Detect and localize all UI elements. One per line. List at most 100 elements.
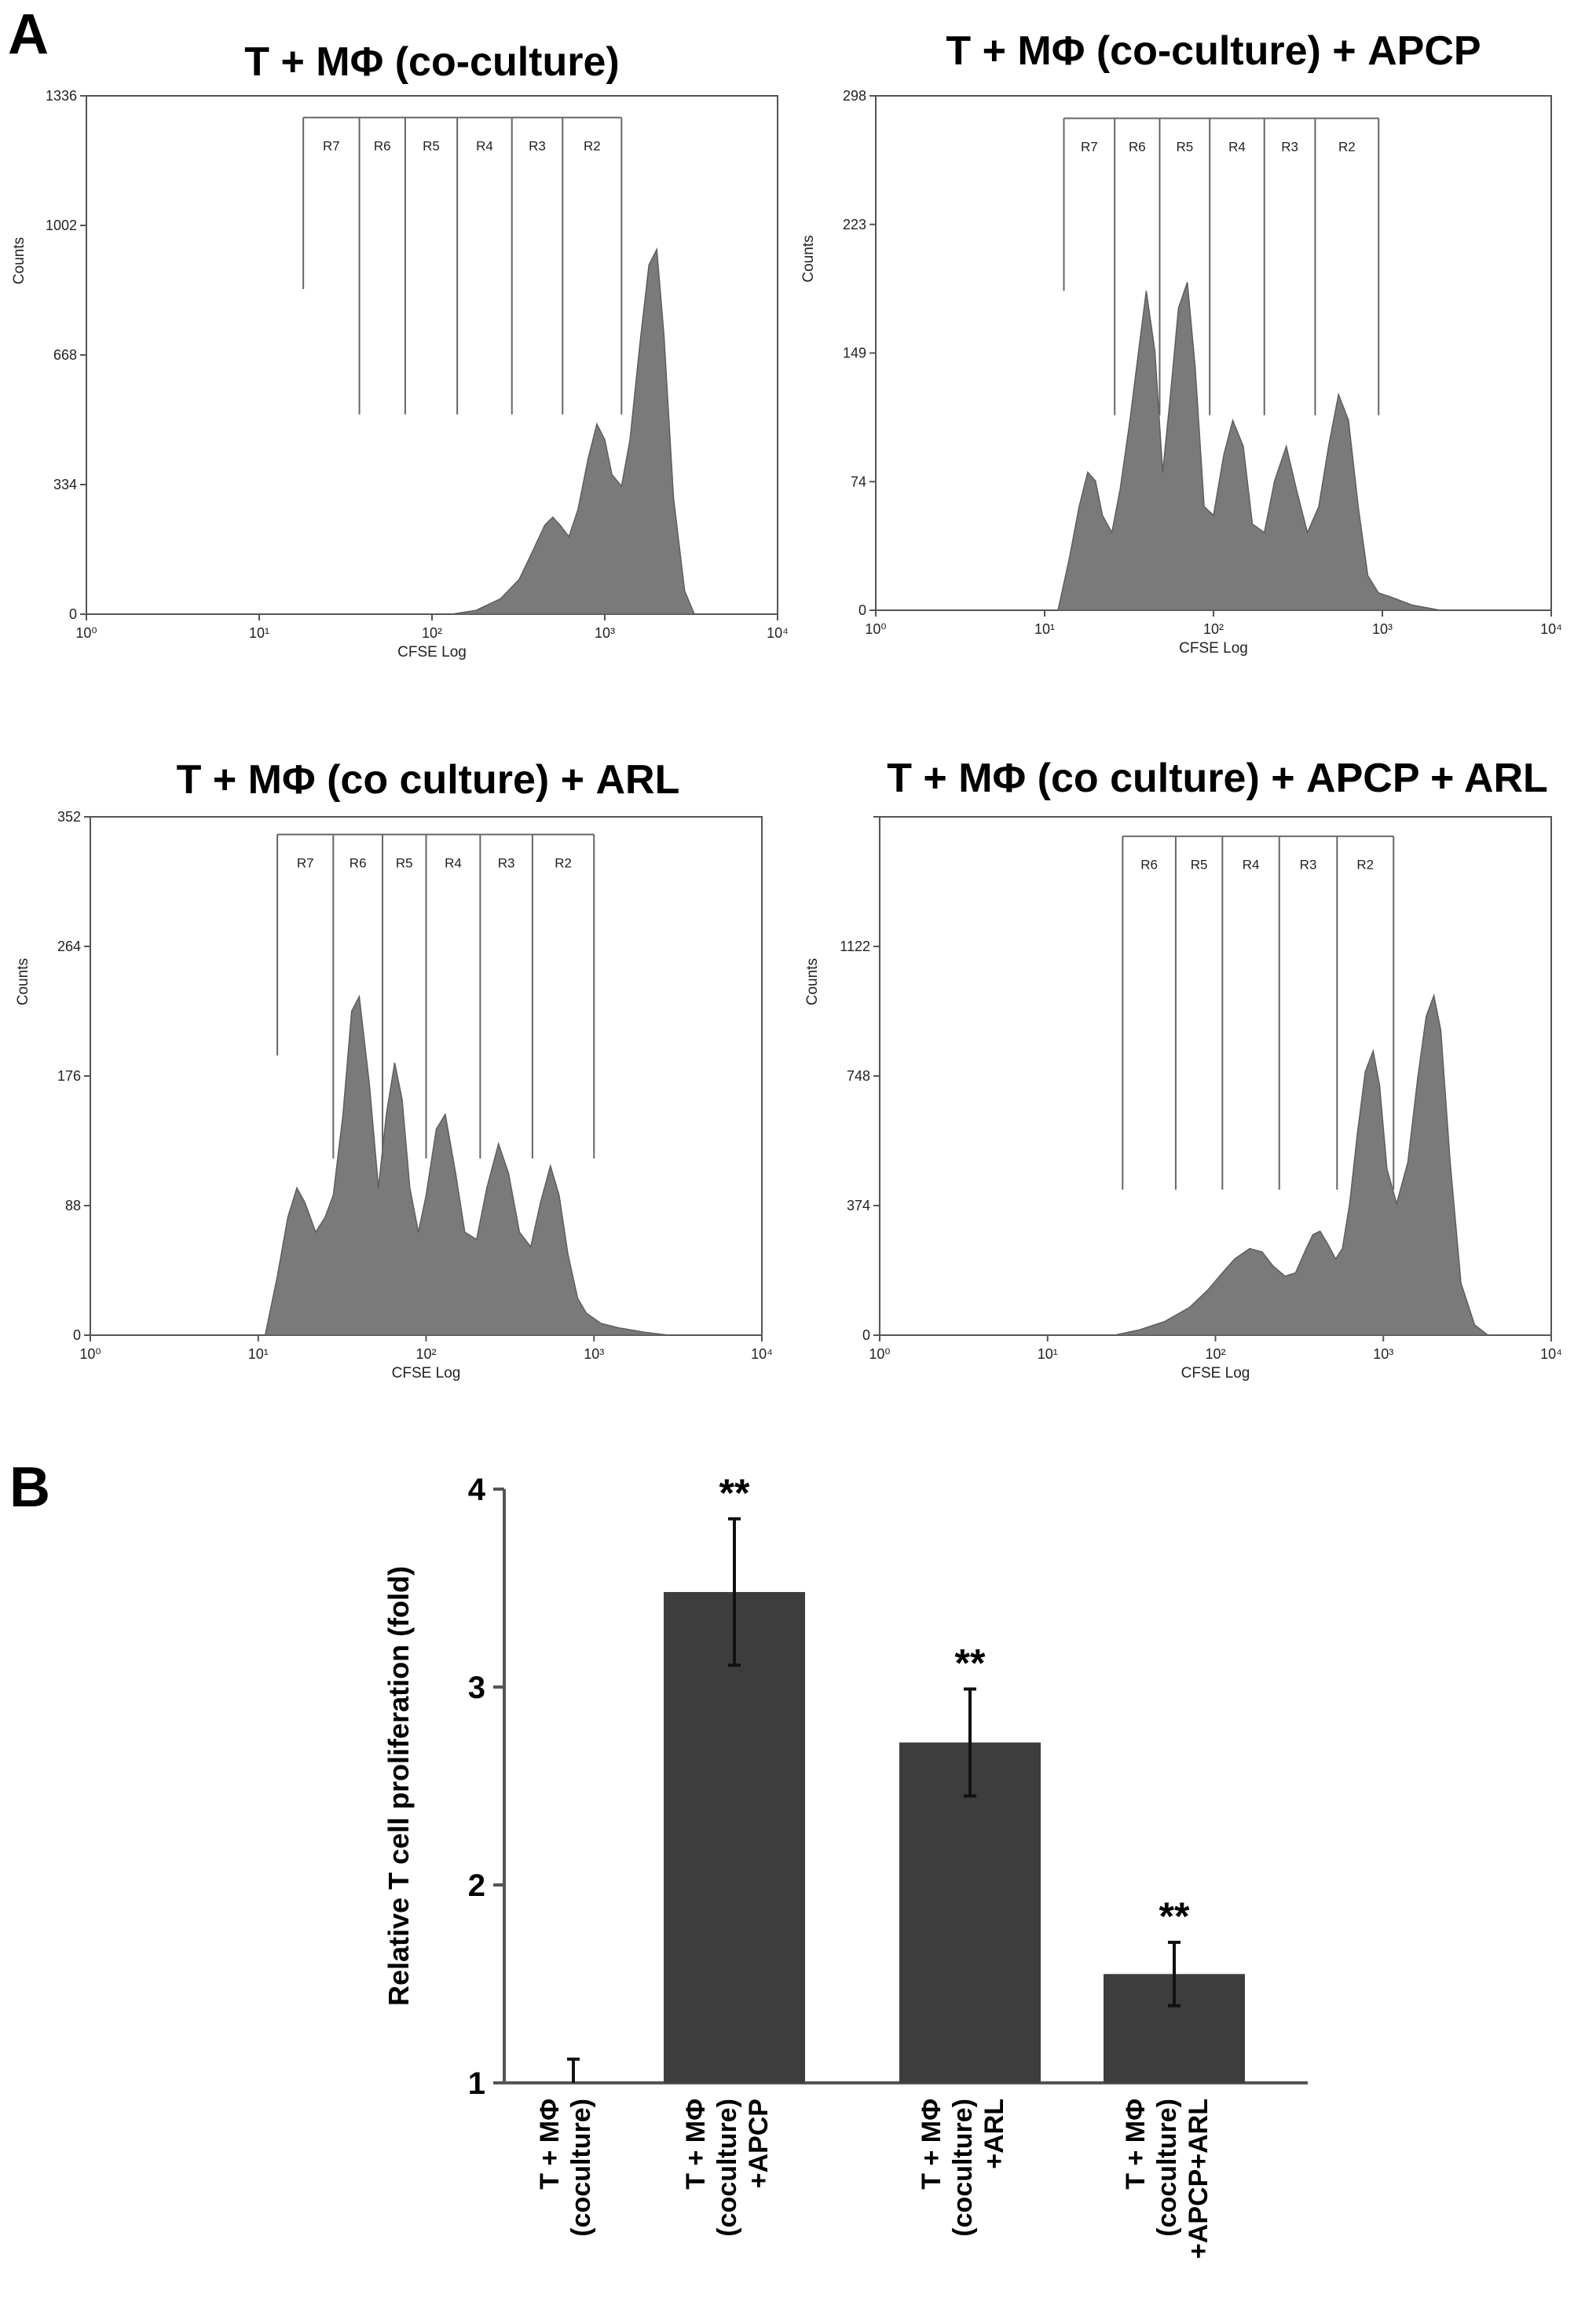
bar-3 (899, 1742, 1041, 2083)
gate-label-r7: R7 (1081, 140, 1098, 155)
x-tick-label: 10⁴ (767, 625, 789, 641)
gate-label-r4: R4 (445, 856, 462, 871)
gate-label-r2: R2 (1356, 858, 1374, 873)
y-tick-label: 352 (57, 809, 81, 825)
gate-label-r3: R3 (1281, 140, 1298, 155)
bar-category-line: +APCP+ARL (1184, 2099, 1213, 2259)
x-tick-label: 10¹ (1034, 621, 1055, 637)
bar-category-line: (coculture) (566, 2099, 596, 2237)
gate-label-r5: R5 (1176, 140, 1193, 155)
x-axis-label: CFSE Log (392, 1365, 461, 1382)
x-axis-label: CFSE Log (1181, 1365, 1250, 1382)
y-tick-label: 223 (843, 217, 866, 232)
y-tick-label: 264 (57, 939, 81, 954)
x-tick-label: 10⁰ (865, 621, 886, 637)
gate-label-r2: R2 (1338, 140, 1356, 155)
gate-label-r3: R3 (529, 139, 546, 154)
bar-category-label-2: T + MΦ(coculture)+APCP (681, 2099, 774, 2237)
y-tick-label: 1002 (46, 218, 77, 233)
bar-category-line: +APCP (744, 2099, 774, 2188)
x-tick-label: 10³ (595, 625, 615, 641)
y-tick-label: 1336 (46, 88, 77, 104)
y-tick-label: 0 (73, 1327, 81, 1343)
x-tick-label: 10¹ (1038, 1346, 1058, 1362)
bar-category-label-4: T + MΦ(coculture)+APCP+ARL (1121, 2099, 1213, 2259)
y-tick-label: 74 (851, 474, 866, 489)
x-tick-label: 10⁴ (1540, 621, 1562, 637)
bar-category-line: T + MΦ (535, 2099, 565, 2190)
histogram-fill (1057, 282, 1440, 611)
bar-2 (664, 1592, 805, 2083)
x-tick-label: 10⁴ (1540, 1346, 1562, 1362)
y-tick-label: 668 (53, 347, 77, 363)
bar-y-tick-label: 4 (468, 1473, 486, 1507)
x-axis-label: CFSE Log (397, 644, 467, 661)
gate-label-r4: R4 (476, 139, 493, 154)
histogram-title: T + MΦ (co-culture) + APCP (946, 28, 1481, 74)
y-tick-label: 334 (53, 477, 77, 492)
bar-y-tick-label: 2 (468, 1868, 485, 1903)
gate-label-r4: R4 (1228, 140, 1246, 155)
x-tick-label: 10² (1203, 621, 1224, 637)
x-tick-label: 10³ (1373, 1346, 1393, 1362)
gate-label-r5: R5 (1191, 858, 1208, 873)
y-tick-label: 0 (858, 602, 866, 618)
y-tick-label: 1122 (840, 939, 870, 954)
bar-category-line: +ARL (979, 2099, 1009, 2169)
gate-label-r2: R2 (555, 856, 572, 871)
gate-label-r6: R6 (1129, 140, 1146, 155)
histogram-fill (264, 994, 669, 1336)
gate-label-r7: R7 (297, 856, 314, 871)
x-tick-label: 10¹ (248, 1346, 269, 1362)
x-tick-label: 10⁴ (751, 1346, 773, 1362)
y-axis-label: Counts (800, 235, 817, 282)
y-tick-label: 0 (69, 606, 77, 622)
histogram-fill (451, 247, 696, 615)
proliferation-bar-chart: 1 2 3 4 Relative T cell proliferation (fold)… (383, 1471, 1308, 2259)
bar-category-label-1: T + MΦ(coculture) (535, 2099, 596, 2237)
x-tick-label: 10⁰ (75, 625, 97, 641)
y-tick-label: 374 (847, 1198, 870, 1213)
histogram-title: T + MΦ (co culture) + ARL (177, 757, 680, 803)
bar-y-axis-label: Relative T cell proliferation (fold) (383, 1566, 415, 2006)
y-tick-label: 298 (843, 88, 866, 104)
histogram-co-culture: T + MΦ (co-culture) 0 334 668 1002 1336 10⁰ 10¹… (11, 39, 789, 661)
gate-label-r6: R6 (350, 856, 367, 871)
x-axis-label: CFSE Log (1179, 640, 1248, 657)
y-axis-label: Counts (11, 237, 27, 284)
x-tick-label: 10² (415, 1346, 436, 1362)
bar-category-line: T + MΦ (917, 2099, 946, 2190)
bar-category-line: T + MΦ (681, 2099, 711, 2190)
significance-marker-4: ** (1159, 1894, 1190, 1938)
bar-category-line: (coculture) (948, 2099, 978, 2237)
y-tick-label: 149 (843, 346, 866, 361)
y-tick-label: 176 (57, 1068, 81, 1084)
bar-category-line: (coculture) (712, 2099, 742, 2237)
bar-category-label-3: T + MΦ(coculture)+ARL (917, 2099, 1009, 2237)
panel-b-label: B (9, 1456, 50, 1519)
x-tick-label: 10⁰ (869, 1346, 890, 1362)
gate-label-r4: R4 (1243, 858, 1260, 873)
gate-label-r3: R3 (1300, 858, 1317, 873)
bar-category-line: (coculture) (1152, 2099, 1182, 2237)
gate-label-r2: R2 (584, 139, 601, 154)
x-tick-label: 10⁰ (79, 1346, 101, 1362)
gate-label-r7: R7 (323, 139, 340, 154)
panel-a-label: A (8, 3, 49, 66)
x-tick-label: 10² (1205, 1346, 1225, 1362)
gate-label-r6: R6 (374, 139, 391, 154)
significance-marker-3: ** (955, 1641, 986, 1685)
x-tick-label: 10³ (1372, 621, 1393, 637)
y-axis-label: Counts (804, 958, 821, 1005)
gate-label-r6: R6 (1140, 858, 1158, 873)
histogram-title: T + MΦ (co-culture) (244, 39, 619, 85)
bar-y-tick-label: 3 (468, 1671, 485, 1705)
y-tick-label: 88 (65, 1198, 81, 1213)
gate-label-r5: R5 (423, 139, 440, 154)
x-tick-label: 10¹ (249, 625, 269, 641)
histogram-co-culture-arl: T + MΦ (co culture) + ARL 0 88 176 264 352 10⁰… (15, 757, 773, 1382)
y-axis-label: Counts (15, 958, 31, 1005)
histogram-fill (1114, 993, 1490, 1336)
histogram-title: T + MΦ (co culture) + APCP + ARL (887, 756, 1548, 801)
